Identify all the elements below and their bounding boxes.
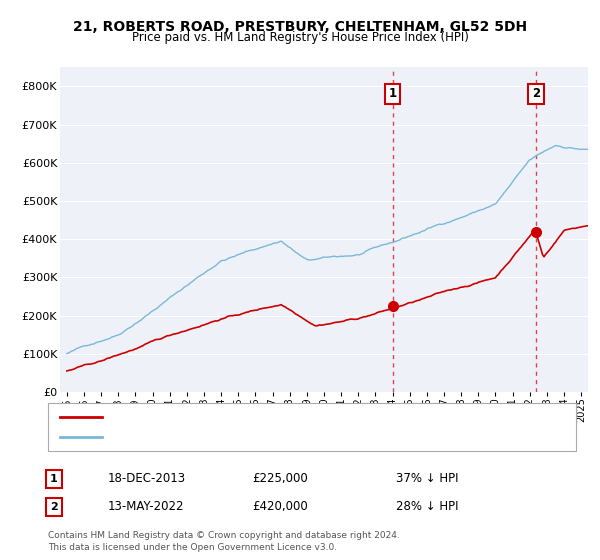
Text: 21, ROBERTS ROAD, PRESTBURY, CHELTENHAM, GL52 5DH: 21, ROBERTS ROAD, PRESTBURY, CHELTENHAM,… [73, 20, 527, 34]
Text: 1: 1 [389, 87, 397, 100]
Text: 21, ROBERTS ROAD, PRESTBURY, CHELTENHAM, GL52 5DH (detached house): 21, ROBERTS ROAD, PRESTBURY, CHELTENHAM,… [108, 413, 508, 422]
Text: 13-MAY-2022: 13-MAY-2022 [108, 500, 185, 514]
Text: £420,000: £420,000 [252, 500, 308, 514]
Text: HPI: Average price, detached house, Cheltenham: HPI: Average price, detached house, Chel… [108, 432, 365, 441]
Text: 18-DEC-2013: 18-DEC-2013 [108, 472, 186, 486]
Text: 2: 2 [50, 502, 58, 512]
Text: Price paid vs. HM Land Registry's House Price Index (HPI): Price paid vs. HM Land Registry's House … [131, 31, 469, 44]
Text: £225,000: £225,000 [252, 472, 308, 486]
Text: This data is licensed under the Open Government Licence v3.0.: This data is licensed under the Open Gov… [48, 543, 337, 552]
Text: 28% ↓ HPI: 28% ↓ HPI [396, 500, 458, 514]
Text: 37% ↓ HPI: 37% ↓ HPI [396, 472, 458, 486]
Text: 2: 2 [532, 87, 540, 100]
Text: Contains HM Land Registry data © Crown copyright and database right 2024.: Contains HM Land Registry data © Crown c… [48, 531, 400, 540]
Text: 1: 1 [50, 474, 58, 484]
